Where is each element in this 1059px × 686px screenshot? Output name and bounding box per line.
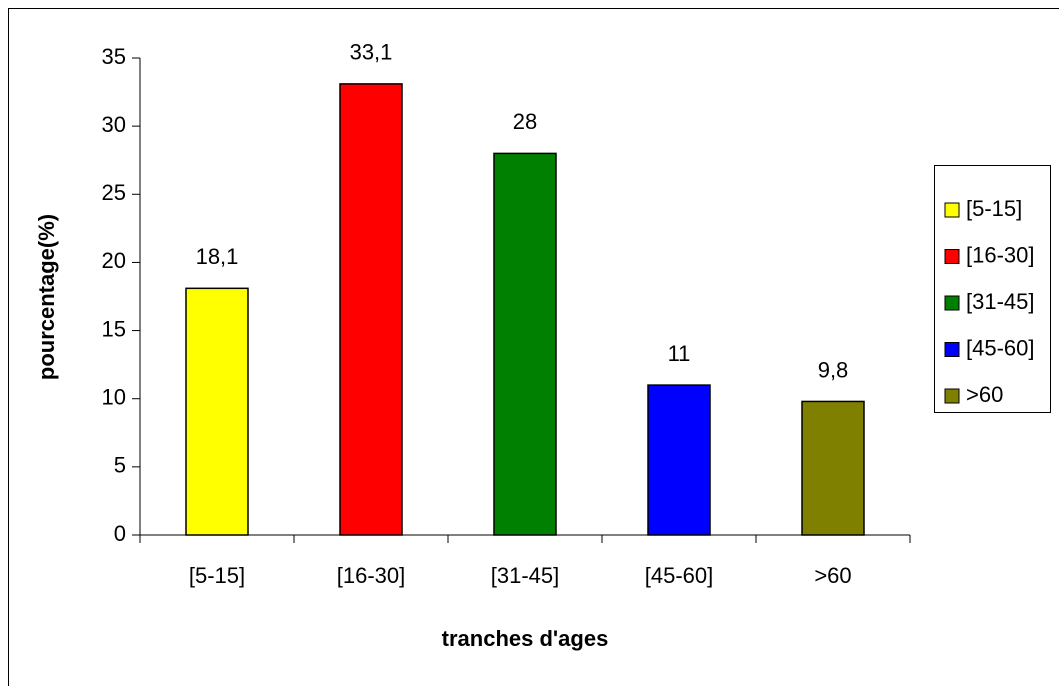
value-label: 18,1 bbox=[196, 244, 239, 269]
bar bbox=[493, 152, 557, 536]
y-tick-label: 0 bbox=[114, 521, 126, 546]
legend-swatch bbox=[944, 249, 960, 264]
y-axis-label: pourcentage(%) bbox=[34, 214, 59, 380]
legend-swatch bbox=[944, 342, 960, 357]
legend-label: [31-45] bbox=[966, 289, 1035, 314]
bar bbox=[801, 400, 865, 536]
legend-label: [5-15] bbox=[966, 196, 1022, 221]
legend-label: >60 bbox=[966, 382, 1003, 407]
y-tick-label: 35 bbox=[102, 44, 126, 69]
legend-label: [16-30] bbox=[966, 242, 1035, 267]
value-label: 9,8 bbox=[818, 357, 849, 382]
y-tick-label: 5 bbox=[114, 453, 126, 478]
bar bbox=[647, 384, 711, 536]
value-label: 11 bbox=[668, 341, 691, 366]
legend-label: [45-60] bbox=[966, 335, 1035, 360]
y-tick-label: 20 bbox=[102, 248, 126, 273]
chart-border bbox=[8, 8, 1059, 686]
legend-swatch bbox=[944, 388, 960, 404]
value-label: 33,1 bbox=[350, 40, 393, 65]
y-tick-label: 25 bbox=[102, 180, 126, 205]
bar bbox=[185, 287, 249, 536]
value-label: 28 bbox=[513, 109, 537, 134]
x-tick-label: [5-15] bbox=[189, 563, 245, 588]
legend-swatch bbox=[944, 295, 960, 311]
x-tick-label: [31-45] bbox=[491, 563, 560, 588]
x-axis-label: tranches d'ages bbox=[442, 626, 609, 651]
bar bbox=[339, 83, 403, 536]
y-tick-label: 10 bbox=[102, 385, 126, 410]
x-tick-label: [45-60] bbox=[645, 563, 714, 588]
y-tick-label: 15 bbox=[102, 316, 126, 341]
legend-swatch bbox=[944, 202, 960, 218]
x-tick-label: [16-30] bbox=[337, 563, 406, 588]
x-tick-label: >60 bbox=[814, 563, 851, 588]
y-tick-label: 30 bbox=[102, 112, 126, 137]
